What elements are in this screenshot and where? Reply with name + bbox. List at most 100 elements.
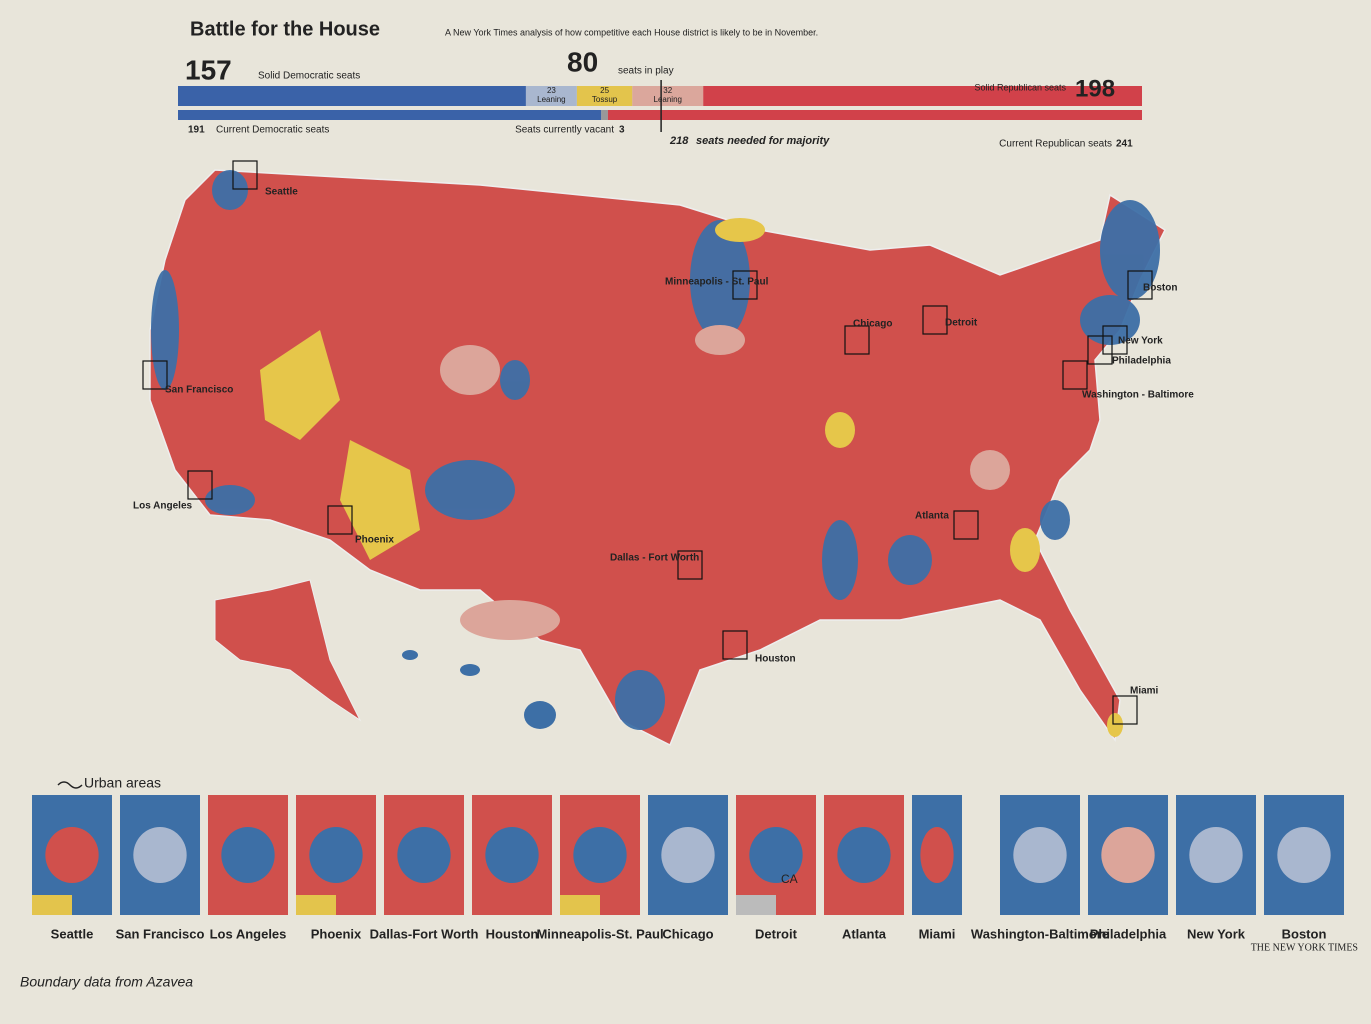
inset-region bbox=[661, 827, 715, 883]
segment-value: 25 bbox=[600, 86, 609, 95]
city-box bbox=[142, 360, 168, 390]
seat-segment bbox=[632, 86, 704, 106]
city-label: Dallas - Fort Worth bbox=[610, 553, 699, 564]
city-box bbox=[1112, 695, 1138, 725]
city-label: Detroit bbox=[945, 318, 978, 329]
vacant-value: 3 bbox=[619, 125, 625, 136]
inset-label: Chicago bbox=[662, 926, 713, 941]
inset-region bbox=[837, 827, 891, 883]
hawaii bbox=[402, 650, 418, 660]
inset-region bbox=[920, 827, 954, 883]
city-box bbox=[677, 550, 703, 580]
inset-region bbox=[221, 827, 275, 883]
inset-region bbox=[32, 895, 72, 915]
city-label: New York bbox=[1118, 336, 1163, 347]
map bbox=[149, 169, 1166, 747]
city-label: Los Angeles bbox=[133, 501, 193, 512]
inset-region bbox=[1189, 827, 1243, 883]
inset-region bbox=[296, 895, 336, 915]
current-rep-label: Current Republican seats bbox=[999, 139, 1112, 150]
segment-label: Leaning bbox=[537, 95, 565, 104]
inset-label: Philadelphia bbox=[1090, 926, 1167, 941]
hawaii bbox=[460, 664, 480, 676]
city-box bbox=[1062, 360, 1088, 390]
inset-region bbox=[736, 895, 776, 915]
segment-label: Leaning bbox=[654, 95, 682, 104]
inset-label: Minneapolis-St. Paul bbox=[536, 926, 663, 941]
inset-region bbox=[573, 827, 627, 883]
inset-label: Dallas-Fort Worth bbox=[370, 926, 479, 941]
city-label: Phoenix bbox=[355, 535, 394, 546]
city-label: Houston bbox=[755, 654, 796, 665]
hawaii bbox=[524, 701, 556, 729]
in-play-value: 80 bbox=[567, 46, 598, 77]
solid-rep-label: Solid Republican seats bbox=[974, 82, 1066, 92]
inset-label: Atlanta bbox=[842, 926, 887, 941]
segment-value: 23 bbox=[547, 86, 556, 95]
current-seat-segment bbox=[178, 110, 602, 120]
city-label: Philadelphia bbox=[1112, 356, 1171, 367]
inset-region bbox=[397, 827, 451, 883]
insets: Urban areas Seattle San Francisco Los Ange… bbox=[32, 775, 1344, 941]
inset-label: New York bbox=[1187, 926, 1246, 941]
inset-label: Houston bbox=[486, 926, 539, 941]
us-map bbox=[149, 169, 1166, 747]
city-box bbox=[722, 630, 748, 660]
inset-region bbox=[560, 895, 600, 915]
leaning-districts bbox=[440, 325, 1010, 640]
current-dem-label: Current Democratic seats bbox=[216, 125, 329, 136]
city-label: Washington - Baltimore bbox=[1082, 390, 1194, 401]
credit: Boundary data from Azavea bbox=[20, 974, 193, 990]
alaska bbox=[214, 579, 362, 722]
majority-value: 218 bbox=[669, 135, 689, 147]
city-box bbox=[844, 325, 870, 355]
city-box bbox=[953, 510, 979, 540]
inset-region bbox=[1013, 827, 1067, 883]
inset-label: Washington-Baltimore bbox=[971, 926, 1109, 941]
inset-region bbox=[45, 827, 99, 883]
city-box bbox=[732, 270, 758, 300]
vacant-label: Seats currently vacant bbox=[515, 125, 614, 136]
inset-region bbox=[749, 827, 803, 883]
seat-segment bbox=[525, 86, 577, 106]
title: Battle for the House bbox=[190, 18, 380, 40]
inset-label: Phoenix bbox=[311, 926, 362, 941]
inset-region bbox=[309, 827, 363, 883]
legend-swatch bbox=[57, 781, 83, 789]
tossup-districts bbox=[260, 218, 1123, 737]
in-play-label: seats in play bbox=[618, 66, 674, 77]
city-box bbox=[232, 160, 258, 190]
city-label: San Francisco bbox=[165, 385, 233, 396]
inset-label: San Francisco bbox=[116, 926, 205, 941]
city-box bbox=[1087, 335, 1113, 365]
seat-segment bbox=[703, 86, 1142, 106]
legend-label: Urban areas bbox=[84, 775, 161, 791]
democratic-districts bbox=[151, 170, 1160, 730]
city-box bbox=[187, 470, 213, 500]
inset-region bbox=[485, 827, 539, 883]
inset-label: Detroit bbox=[755, 926, 798, 941]
current-rep-value: 241 bbox=[1116, 139, 1133, 150]
inset-note: CA bbox=[781, 872, 798, 886]
city-boxes: Seattle San Francisco Los Angeles Phoenix Da… bbox=[133, 160, 1194, 725]
inset-label: Los Angeles bbox=[210, 926, 287, 941]
subtitle: A New York Times analysis of how competi… bbox=[445, 27, 818, 37]
current-seat-segment bbox=[607, 110, 1142, 120]
seat-segment bbox=[178, 86, 526, 106]
segment-value: 32 bbox=[663, 86, 672, 95]
city-box bbox=[1127, 270, 1153, 300]
city-label: Miami bbox=[1130, 686, 1159, 697]
inset-label: Boston bbox=[1282, 926, 1327, 941]
city-label: Chicago bbox=[853, 319, 892, 330]
inset-label: Miami bbox=[919, 926, 956, 941]
majority-label: seats needed for majority bbox=[696, 135, 830, 147]
inset-region bbox=[1101, 827, 1155, 883]
solid-dem-label: Solid Democratic seats bbox=[258, 71, 360, 82]
city-box bbox=[1102, 325, 1128, 355]
inset-region bbox=[1277, 827, 1331, 883]
city-box bbox=[327, 505, 353, 535]
city-label: Atlanta bbox=[915, 511, 949, 522]
solid-rep-value: 198 bbox=[1075, 75, 1115, 102]
